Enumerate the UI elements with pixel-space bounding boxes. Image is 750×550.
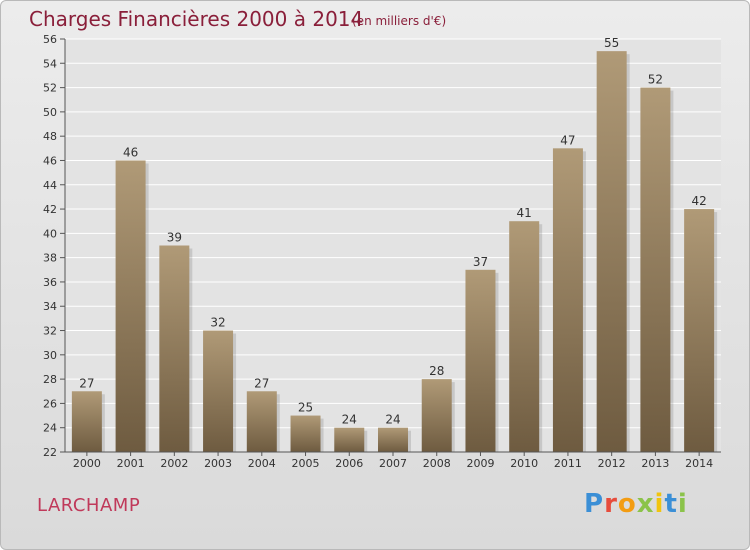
commune-name: LARCHAMP bbox=[37, 495, 141, 516]
x-tick-label: 2004 bbox=[248, 457, 276, 470]
bar bbox=[159, 245, 190, 452]
x-tick-label: 2003 bbox=[204, 457, 232, 470]
logo-letter: o bbox=[617, 489, 637, 519]
chart-title: Charges Financières 2000 à 2014 bbox=[29, 7, 364, 31]
x-tick-label: 2002 bbox=[160, 457, 188, 470]
bar bbox=[378, 427, 408, 452]
data-label: 42 bbox=[691, 194, 706, 208]
bar bbox=[552, 148, 583, 452]
y-tick-label: 34 bbox=[43, 300, 57, 313]
bar bbox=[203, 330, 234, 452]
bar bbox=[421, 379, 452, 452]
bar bbox=[290, 415, 321, 452]
y-tick-label: 54 bbox=[43, 57, 57, 70]
bar bbox=[246, 391, 277, 452]
y-tick-label: 28 bbox=[43, 373, 57, 386]
logo-letter: t bbox=[664, 489, 678, 519]
x-tick-label: 2007 bbox=[379, 457, 407, 470]
y-tick-label: 38 bbox=[43, 252, 57, 265]
data-label: 27 bbox=[254, 376, 269, 390]
data-label: 24 bbox=[342, 413, 357, 427]
bar bbox=[115, 160, 146, 452]
x-tick-label: 2014 bbox=[685, 457, 713, 470]
y-tick-label: 52 bbox=[43, 82, 57, 95]
y-tick-label: 48 bbox=[43, 130, 57, 143]
logo-letter: P bbox=[584, 489, 605, 519]
y-tick-label: 44 bbox=[43, 179, 57, 192]
y-tick-label: 22 bbox=[43, 446, 57, 459]
bar bbox=[465, 269, 496, 452]
data-label: 46 bbox=[123, 145, 138, 159]
x-tick-label: 2013 bbox=[641, 457, 669, 470]
y-tick-label: 40 bbox=[43, 227, 57, 240]
proxiti-logo[interactable]: Proxiti bbox=[584, 489, 688, 519]
bar bbox=[640, 87, 671, 453]
y-tick-label: 46 bbox=[43, 154, 57, 167]
y-tick-label: 32 bbox=[43, 325, 57, 338]
logo-letter: i bbox=[654, 489, 665, 519]
data-label: 25 bbox=[298, 401, 313, 415]
x-tick-label: 2009 bbox=[466, 457, 494, 470]
y-tick-label: 26 bbox=[43, 397, 57, 410]
x-tick-label: 2001 bbox=[117, 457, 145, 470]
bar bbox=[509, 221, 540, 452]
data-label: 32 bbox=[210, 316, 225, 330]
logo-letter: x bbox=[636, 489, 655, 519]
data-label: 47 bbox=[560, 133, 575, 147]
x-tick-label: 2011 bbox=[554, 457, 582, 470]
x-tick-label: 2012 bbox=[598, 457, 626, 470]
y-tick-label: 24 bbox=[43, 422, 57, 435]
data-label: 55 bbox=[604, 36, 619, 50]
data-label: 24 bbox=[385, 413, 400, 427]
y-tick-label: 42 bbox=[43, 203, 57, 216]
y-tick-label: 50 bbox=[43, 106, 57, 119]
data-label: 27 bbox=[79, 376, 94, 390]
data-label: 52 bbox=[648, 73, 663, 87]
y-tick-label: 30 bbox=[43, 349, 57, 362]
x-tick-label: 2008 bbox=[423, 457, 451, 470]
data-label: 39 bbox=[167, 231, 182, 245]
bar bbox=[334, 427, 365, 452]
x-tick-label: 2005 bbox=[292, 457, 320, 470]
y-tick-label: 56 bbox=[43, 33, 57, 46]
logo-letter: r bbox=[604, 489, 618, 519]
bar bbox=[71, 391, 102, 452]
x-tick-label: 2000 bbox=[73, 457, 101, 470]
bar bbox=[684, 209, 715, 452]
data-label: 41 bbox=[517, 206, 532, 220]
y-tick-label: 36 bbox=[43, 276, 57, 289]
logo-letter: i bbox=[677, 489, 688, 519]
chart-subtitle: (en milliers d'€) bbox=[352, 14, 447, 28]
data-label: 28 bbox=[429, 364, 444, 378]
data-label: 37 bbox=[473, 255, 488, 269]
x-tick-label: 2006 bbox=[335, 457, 363, 470]
x-tick-label: 2010 bbox=[510, 457, 538, 470]
bar bbox=[596, 51, 627, 452]
